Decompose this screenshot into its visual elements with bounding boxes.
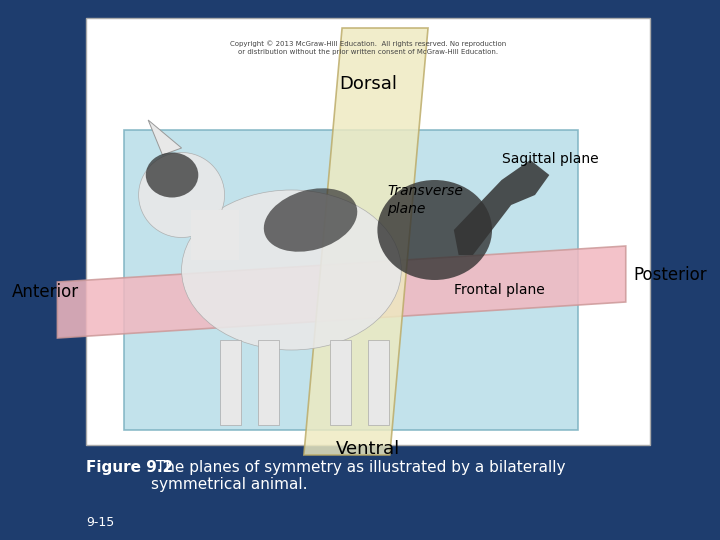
Bar	[220, 340, 240, 425]
Bar	[330, 340, 351, 425]
Text: The planes of symmetry as illustrated by a bilaterally
symmetrical animal.: The planes of symmetry as illustrated by…	[151, 460, 565, 492]
Text: Posterior: Posterior	[634, 266, 707, 284]
Ellipse shape	[181, 190, 401, 350]
Text: Sagittal plane: Sagittal plane	[502, 152, 598, 166]
Bar	[86, 18, 649, 445]
Polygon shape	[304, 28, 428, 455]
Polygon shape	[58, 246, 626, 338]
Text: Anterior: Anterior	[12, 283, 79, 301]
Bar	[258, 340, 279, 425]
Bar	[191, 210, 239, 260]
Text: Dorsal: Dorsal	[339, 75, 397, 93]
Text: Transverse
plane: Transverse plane	[387, 184, 463, 215]
Text: Figure 9.2: Figure 9.2	[86, 460, 174, 475]
Bar	[368, 340, 389, 425]
Polygon shape	[454, 160, 549, 255]
Polygon shape	[148, 120, 181, 155]
Ellipse shape	[377, 180, 492, 280]
Text: Frontal plane: Frontal plane	[454, 283, 544, 297]
Text: 9-15: 9-15	[86, 516, 114, 529]
Ellipse shape	[139, 152, 225, 238]
Ellipse shape	[145, 152, 198, 198]
Text: Ventral: Ventral	[336, 440, 400, 458]
Text: Copyright © 2013 McGraw-Hill Education.  All rights reserved. No reproduction
or: Copyright © 2013 McGraw-Hill Education. …	[230, 40, 506, 55]
Ellipse shape	[264, 188, 357, 252]
Bar	[125, 130, 578, 430]
